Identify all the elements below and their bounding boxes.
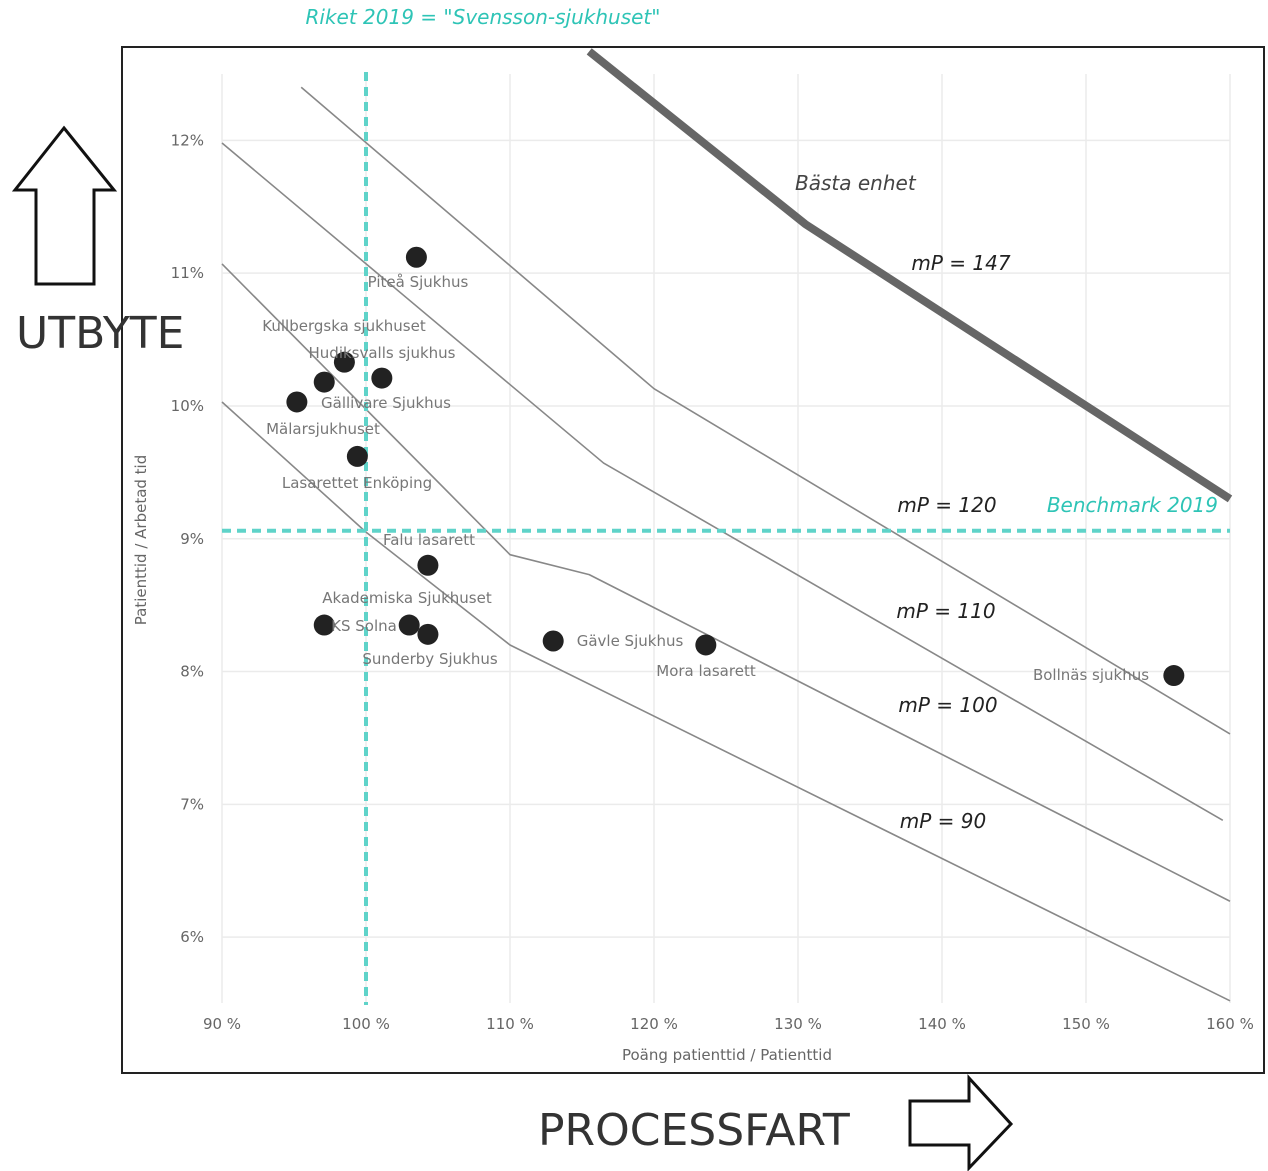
- reference-lines: [222, 72, 1230, 1005]
- point-kullbergska-sjukhuset: [333, 351, 355, 373]
- point-ks-solna: [313, 614, 335, 636]
- point-sunderby-sjukhus: [417, 623, 439, 645]
- grid: [221, 74, 1231, 1003]
- processfart-label: PROCESSFART: [538, 1105, 850, 1156]
- point-gavle-sjukhus: [542, 630, 564, 652]
- curve-label-mp-100: mP = 100: [898, 693, 997, 717]
- riket-reference-label: Riket 2019 = "Svensson-sjukhuset": [306, 5, 661, 29]
- point-label-mora-lasarett: Mora lasarett: [656, 662, 756, 680]
- chart-frame: [121, 46, 1265, 1074]
- x-tick-label: 130 %: [774, 1015, 822, 1033]
- y-tick-label: 6%: [180, 928, 204, 946]
- y-axis-title: Patienttid / Arbetad tid: [132, 455, 150, 626]
- y-tick-label: 11%: [171, 264, 204, 282]
- y-tick-label: 10%: [171, 397, 204, 415]
- point-falu-lasarett: [417, 554, 439, 576]
- point-label-hudiksvalls-sjukhus: Hudiksvalls sjukhus: [309, 344, 456, 362]
- point-label-akademiska-sjukhuset: Akademiska Sjukhuset: [322, 589, 492, 607]
- point-label-kullbergska-sjukhuset: Kullbergska sjukhuset: [262, 317, 426, 335]
- point-lasarettet-enkoping: [346, 445, 368, 467]
- point-bollnas-sjukhus: [1163, 665, 1185, 687]
- curve-mp-90: [221, 401, 1231, 1002]
- tick-labels: 90 % 100 % 110 % 120 % 130 % 140 % 150 % 160 % 6…: [171, 131, 1254, 1033]
- point-label-lasarettet-enkoping: Lasarettet Enköping: [282, 474, 432, 492]
- point-label-bollnas-sjukhus: Bollnäs sjukhus: [1033, 666, 1149, 684]
- curve-mp-120: [300, 86, 1231, 735]
- x-axis-title: Poäng patienttid / Patienttid: [622, 1046, 832, 1064]
- y-tick-label: 9%: [180, 530, 204, 548]
- mp-curves: mP = 90 mP = 100 mP = 110 mP = 120 mP = 147: [221, 48, 1233, 1002]
- x-tick-label: 100 %: [342, 1015, 390, 1033]
- point-pitea-sjukhus: [405, 246, 427, 268]
- y-tick-label: 12%: [171, 131, 204, 149]
- benchmark-reference-label: Benchmark 2019: [1047, 493, 1218, 517]
- point-label-pitea-sjukhus: Piteå Sjukhus: [368, 273, 469, 291]
- point-gallivare-sjukhus: [313, 371, 335, 393]
- y-tick-label: 8%: [180, 663, 204, 681]
- curve-mp-110: [221, 142, 1224, 821]
- point-label-falu-lasarett: Falu lasarett: [383, 531, 475, 549]
- point-label-gavle-sjukhus: Gävle Sjukhus: [577, 632, 684, 650]
- x-tick-label: 150 %: [1062, 1015, 1110, 1033]
- point-label-gallivare-sjukhus: Gällivare Sjukhus: [321, 394, 451, 412]
- point-malarsjukhuset: [286, 391, 308, 413]
- curve-label-mp-110: mP = 110: [896, 599, 995, 623]
- point-akademiska-sjukhuset: [398, 614, 420, 636]
- point-label-sunderby-sjukhus: Sunderby Sjukhus: [362, 650, 498, 668]
- point-label-ks-solna: KS Solna: [331, 617, 397, 635]
- curve-label-mp-147: mP = 147: [911, 251, 1010, 275]
- point-hudiksvalls-sjukhus: [371, 367, 393, 389]
- y-tick-label: 7%: [180, 795, 204, 813]
- data-points: Piteå Sjukhus Kullbergska sjukhuset Hudiks…: [262, 246, 1185, 687]
- x-tick-label: 110 %: [486, 1015, 534, 1033]
- right-arrow-icon: [908, 1074, 1014, 1171]
- point-label-malarsjukhuset: Mälarsjukhuset: [266, 420, 380, 438]
- curve-mp-147: [586, 48, 1233, 503]
- x-tick-label: 140 %: [918, 1015, 966, 1033]
- x-tick-label: 120 %: [630, 1015, 678, 1033]
- x-tick-label: 90 %: [203, 1015, 241, 1033]
- utbyte-label: UTBYTE: [16, 308, 184, 359]
- curve-label-mp-120: mP = 120: [897, 493, 996, 517]
- curve-label-mp-90: mP = 90: [900, 809, 986, 833]
- up-arrow-icon: [11, 125, 118, 286]
- point-mora-lasarett: [695, 634, 717, 656]
- x-tick-label: 160 %: [1206, 1015, 1254, 1033]
- best-unit-annotation: Bästa enhet: [795, 171, 917, 195]
